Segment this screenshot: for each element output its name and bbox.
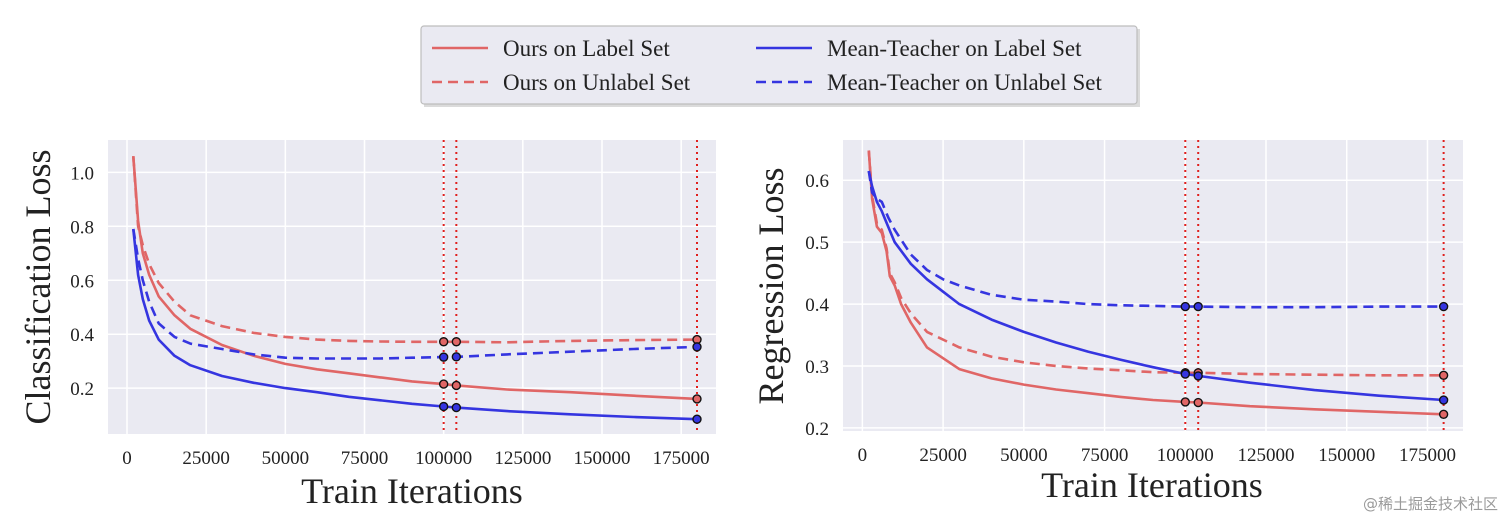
data-point-marker	[1193, 371, 1203, 381]
regression-vlines	[1184, 140, 1445, 431]
x-tick-label: 50000	[262, 448, 310, 469]
y-tick-label: 1.0	[70, 163, 94, 184]
legend-label-ours-label: Ours on Label Set	[503, 36, 670, 61]
classification-y-ticks: 0.2 0.4 0.6 0.8 1.0	[70, 163, 94, 400]
series-line-ours-on-unlabel-set	[132, 156, 698, 344]
y-tick-label: 0.4	[805, 295, 829, 316]
series-line-ours-on-label-set	[132, 156, 698, 401]
x-tick-label: 75000	[341, 448, 389, 469]
regression-x-ticks: 0 25000 50000 75000 100000 125000 150000 175000	[858, 445, 1456, 466]
x-tick-label: 150000	[1318, 445, 1375, 466]
y-tick-label: 0.3	[805, 357, 829, 378]
x-tick-label: 150000	[574, 448, 631, 469]
data-point-marker	[1438, 370, 1449, 380]
legend: Ours on Label Set Mean-Teacher on Label …	[420, 25, 1140, 107]
x-tick-label: 0	[858, 445, 868, 466]
data-point-marker	[438, 337, 449, 347]
data-point-marker	[1180, 397, 1190, 407]
data-point-marker	[1180, 369, 1190, 379]
data-point-marker	[451, 352, 462, 362]
x-tick-label: 75000	[1081, 445, 1129, 466]
y-tick-label: 0.2	[70, 379, 94, 400]
data-point-marker	[1193, 397, 1203, 408]
regression-series	[867, 150, 1449, 419]
y-tick-label: 0.6	[805, 171, 829, 192]
x-tick-label: 25000	[919, 445, 967, 466]
classification-loss-chart: 0 25000 50000 75000 100000 125000 150000 175000…	[18, 140, 716, 511]
classification-vlines	[442, 140, 698, 434]
data-point-marker	[438, 379, 449, 389]
data-point-marker	[1438, 395, 1449, 405]
y-tick-label: 0.5	[805, 233, 829, 254]
y-tick-label: 0.6	[70, 271, 94, 292]
series-line-mean-teacher-on-unlabel-set	[132, 228, 698, 360]
classification-y-axis-label: Classification Loss	[18, 150, 58, 425]
x-tick-label: 125000	[1238, 445, 1295, 466]
regression-x-axis-label: Train Iterations	[1041, 465, 1263, 505]
x-tick-label: 50000	[1000, 445, 1048, 466]
series-line-mean-teacher-on-unlabel-set	[867, 170, 1444, 309]
classification-x-ticks: 0 25000 50000 75000 100000 125000 150000 175000	[122, 448, 709, 469]
legend-label-ours-unlabel: Ours on Unlabel Set	[503, 70, 691, 95]
regression-y-ticks: 0.2 0.3 0.4 0.5 0.6	[805, 171, 829, 440]
data-point-marker	[1438, 409, 1449, 419]
y-tick-label: 0.2	[805, 419, 829, 440]
legend-label-mt-label: Mean-Teacher on Label Set	[827, 36, 1082, 61]
classification-x-axis-label: Train Iterations	[301, 471, 523, 511]
data-point-marker	[692, 342, 702, 352]
x-tick-label: 175000	[653, 448, 710, 469]
x-tick-label: 0	[122, 448, 132, 469]
classification-series	[132, 156, 702, 424]
watermark: @稀土掘金技术社区	[1362, 495, 1498, 513]
data-point-marker	[451, 402, 462, 413]
data-point-marker	[438, 352, 449, 362]
series-line-mean-teacher-on-label-set	[867, 170, 1444, 402]
data-point-marker	[451, 337, 462, 347]
classification-plot-area	[108, 140, 716, 434]
series-line-ours-on-unlabel-set	[867, 150, 1444, 377]
legend-label-mt-unlabel: Mean-Teacher on Unlabel Set	[827, 70, 1103, 95]
data-point-marker	[692, 394, 702, 404]
x-tick-label: 100000	[1157, 445, 1214, 466]
data-point-marker	[438, 401, 449, 412]
data-point-marker	[1180, 301, 1190, 312]
x-tick-label: 125000	[494, 448, 551, 469]
data-point-marker	[692, 414, 702, 424]
legend-box	[420, 25, 1138, 105]
regression-y-axis-label: Regression Loss	[751, 168, 791, 405]
series-line-mean-teacher-on-label-set	[132, 228, 698, 421]
data-point-marker	[1193, 301, 1203, 312]
x-tick-label: 100000	[415, 448, 472, 469]
x-tick-label: 175000	[1399, 445, 1456, 466]
regression-loss-chart: 0 25000 50000 75000 100000 125000 150000 175000…	[751, 140, 1463, 505]
x-tick-label: 25000	[182, 448, 230, 469]
data-point-marker	[451, 380, 462, 391]
y-tick-label: 0.4	[70, 325, 94, 346]
y-tick-label: 0.8	[70, 217, 94, 238]
data-point-marker	[1438, 301, 1449, 312]
regression-plot-area	[843, 140, 1463, 431]
